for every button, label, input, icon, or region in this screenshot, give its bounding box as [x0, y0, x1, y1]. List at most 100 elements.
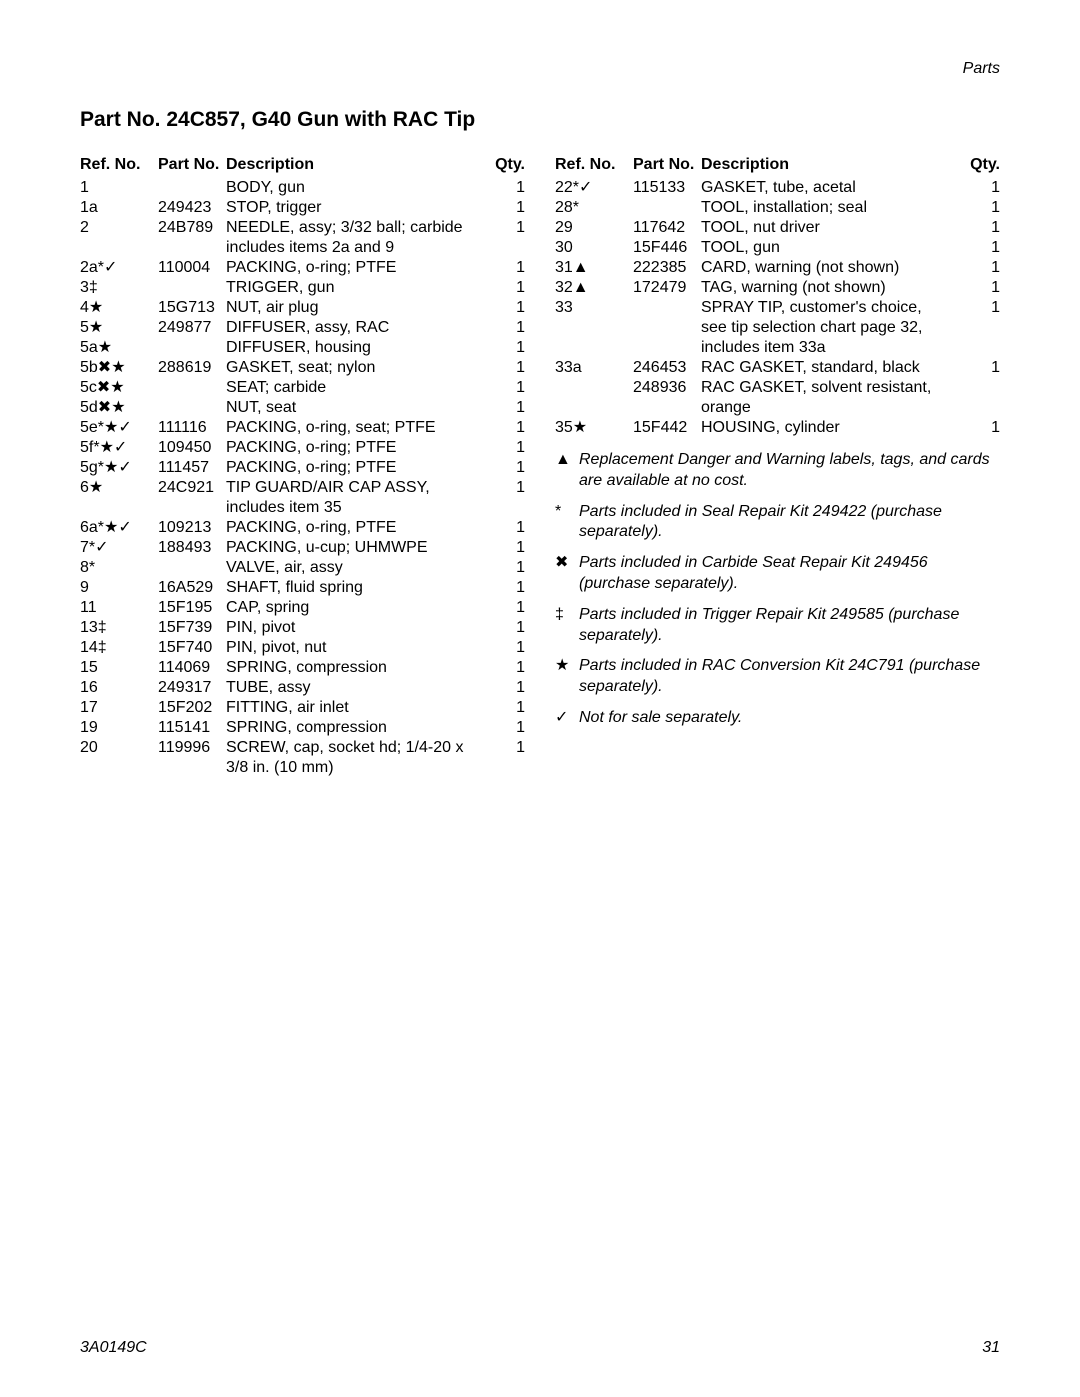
cell-desc: NEEDLE, assy; 3/32 ball; carbide — [226, 218, 485, 238]
table-row: 1115F195CAP, spring1 — [80, 598, 525, 618]
cell-part: 109450 — [158, 438, 226, 458]
cell-ref: 5b✖★ — [80, 358, 158, 378]
cell-ref: 14‡ — [80, 638, 158, 658]
header-ref: Ref. No. — [80, 156, 158, 174]
cell-qty — [960, 398, 1000, 418]
table-row: 5b✖★288619GASKET, seat; nylon1 — [80, 358, 525, 378]
cell-ref: 9 — [80, 578, 158, 598]
cell-ref: 8* — [80, 558, 158, 578]
cell-desc: SCREW, cap, socket hd; 1/4-20 x — [226, 738, 485, 758]
cell-qty: 1 — [960, 298, 1000, 318]
table-row: 5★249877DIFFUSER, assy, RAC1 — [80, 318, 525, 338]
table-row: 20119996SCREW, cap, socket hd; 1/4-20 x1 — [80, 738, 525, 758]
header-qty: Qty. — [485, 156, 525, 174]
cell-ref: 5a★ — [80, 338, 158, 358]
cell-part — [633, 198, 701, 218]
table-header-right: Ref. No. Part No. Description Qty. — [555, 156, 1000, 174]
cell-desc: 3/8 in. (10 mm) — [226, 758, 485, 778]
left-column: Ref. No. Part No. Description Qty. 1BODY… — [80, 156, 525, 778]
table-row: 1a249423STOP, trigger1 — [80, 198, 525, 218]
note-symbol: ▲ — [555, 450, 579, 492]
cell-part — [158, 758, 226, 778]
cell-qty: 1 — [485, 638, 525, 658]
cell-desc: includes items 2a and 9 — [226, 238, 485, 258]
cell-qty: 1 — [960, 218, 1000, 238]
cell-qty: 1 — [485, 478, 525, 498]
note-item: *Parts included in Seal Repair Kit 24942… — [555, 502, 1000, 544]
cell-qty: 1 — [485, 718, 525, 738]
cell-qty: 1 — [485, 198, 525, 218]
cell-ref: 22*✓ — [555, 178, 633, 198]
table-row: see tip selection chart page 32, — [555, 318, 1000, 338]
cell-desc: TAG, warning (not shown) — [701, 278, 960, 298]
cell-ref: 33 — [555, 298, 633, 318]
cell-ref: 5e*★✓ — [80, 418, 158, 438]
note-text: Parts included in Trigger Repair Kit 249… — [579, 605, 1000, 647]
table-row: 3/8 in. (10 mm) — [80, 758, 525, 778]
cell-desc: TOOL, gun — [701, 238, 960, 258]
footer-left: 3A0149C — [80, 1339, 147, 1357]
table-row: orange — [555, 398, 1000, 418]
cell-qty: 1 — [485, 538, 525, 558]
table-row: 5d✖★NUT, seat1 — [80, 398, 525, 418]
table-row: 248936RAC GASKET, solvent resistant, — [555, 378, 1000, 398]
cell-ref: 28* — [555, 198, 633, 218]
cell-part: 15F202 — [158, 698, 226, 718]
cell-part: 115133 — [633, 178, 701, 198]
cell-desc: PACKING, o-ring, PTFE — [226, 518, 485, 538]
header-desc: Description — [701, 156, 960, 174]
table-row: 8*VALVE, air, assy1 — [80, 558, 525, 578]
table-row: 916A529SHAFT, fluid spring1 — [80, 578, 525, 598]
cell-part — [158, 238, 226, 258]
header-part: Part No. — [633, 156, 701, 174]
notes-section: ▲Replacement Danger and Warning labels, … — [555, 450, 1000, 729]
note-item: ‡Parts included in Trigger Repair Kit 24… — [555, 605, 1000, 647]
cell-ref: 13‡ — [80, 618, 158, 638]
table-row: 2a*✓110004PACKING, o-ring; PTFE1 — [80, 258, 525, 278]
table-row: 32▲172479TAG, warning (not shown)1 — [555, 278, 1000, 298]
cell-desc: HOUSING, cylinder — [701, 418, 960, 438]
cell-desc: PACKING, o-ring, seat; PTFE — [226, 418, 485, 438]
table-row: 1BODY, gun1 — [80, 178, 525, 198]
table-row: 4★15G713NUT, air plug1 — [80, 298, 525, 318]
table-row: 5g*★✓111457PACKING, o-ring; PTFE1 — [80, 458, 525, 478]
cell-part: 249423 — [158, 198, 226, 218]
cell-qty: 1 — [960, 178, 1000, 198]
note-text: Replacement Danger and Warning labels, t… — [579, 450, 1000, 492]
cell-part — [633, 318, 701, 338]
cell-part: 15F739 — [158, 618, 226, 638]
cell-part: 172479 — [633, 278, 701, 298]
note-symbol: ★ — [555, 656, 579, 698]
parts-columns: Ref. No. Part No. Description Qty. 1BODY… — [80, 156, 1000, 778]
cell-desc: PACKING, o-ring; PTFE — [226, 438, 485, 458]
cell-desc: RAC GASKET, standard, black — [701, 358, 960, 378]
right-column: Ref. No. Part No. Description Qty. 22*✓1… — [555, 156, 1000, 778]
table-row: 5f*★✓109450PACKING, o-ring; PTFE1 — [80, 438, 525, 458]
cell-desc: TOOL, nut driver — [701, 218, 960, 238]
cell-ref — [555, 378, 633, 398]
cell-part — [158, 558, 226, 578]
cell-desc: STOP, trigger — [226, 198, 485, 218]
table-row: 13‡15F739PIN, pivot1 — [80, 618, 525, 638]
cell-part — [158, 338, 226, 358]
cell-ref: 6★ — [80, 478, 158, 498]
cell-qty: 1 — [485, 358, 525, 378]
right-rows-container: 22*✓115133GASKET, tube, acetal128*TOOL, … — [555, 178, 1000, 438]
cell-ref — [80, 498, 158, 518]
cell-qty: 1 — [960, 258, 1000, 278]
cell-part: 109213 — [158, 518, 226, 538]
header-desc: Description — [226, 156, 485, 174]
cell-ref: 32▲ — [555, 278, 633, 298]
cell-ref: 4★ — [80, 298, 158, 318]
cell-part — [158, 498, 226, 518]
table-row: 3015F446TOOL, gun1 — [555, 238, 1000, 258]
cell-qty: 1 — [485, 378, 525, 398]
cell-qty — [485, 498, 525, 518]
cell-qty: 1 — [485, 178, 525, 198]
header-section: Parts — [80, 60, 1000, 78]
cell-qty: 1 — [485, 518, 525, 538]
table-header-left: Ref. No. Part No. Description Qty. — [80, 156, 525, 174]
cell-ref: 2 — [80, 218, 158, 238]
table-row: 22*✓115133GASKET, tube, acetal1 — [555, 178, 1000, 198]
note-item: ✖Parts included in Carbide Seat Repair K… — [555, 553, 1000, 595]
